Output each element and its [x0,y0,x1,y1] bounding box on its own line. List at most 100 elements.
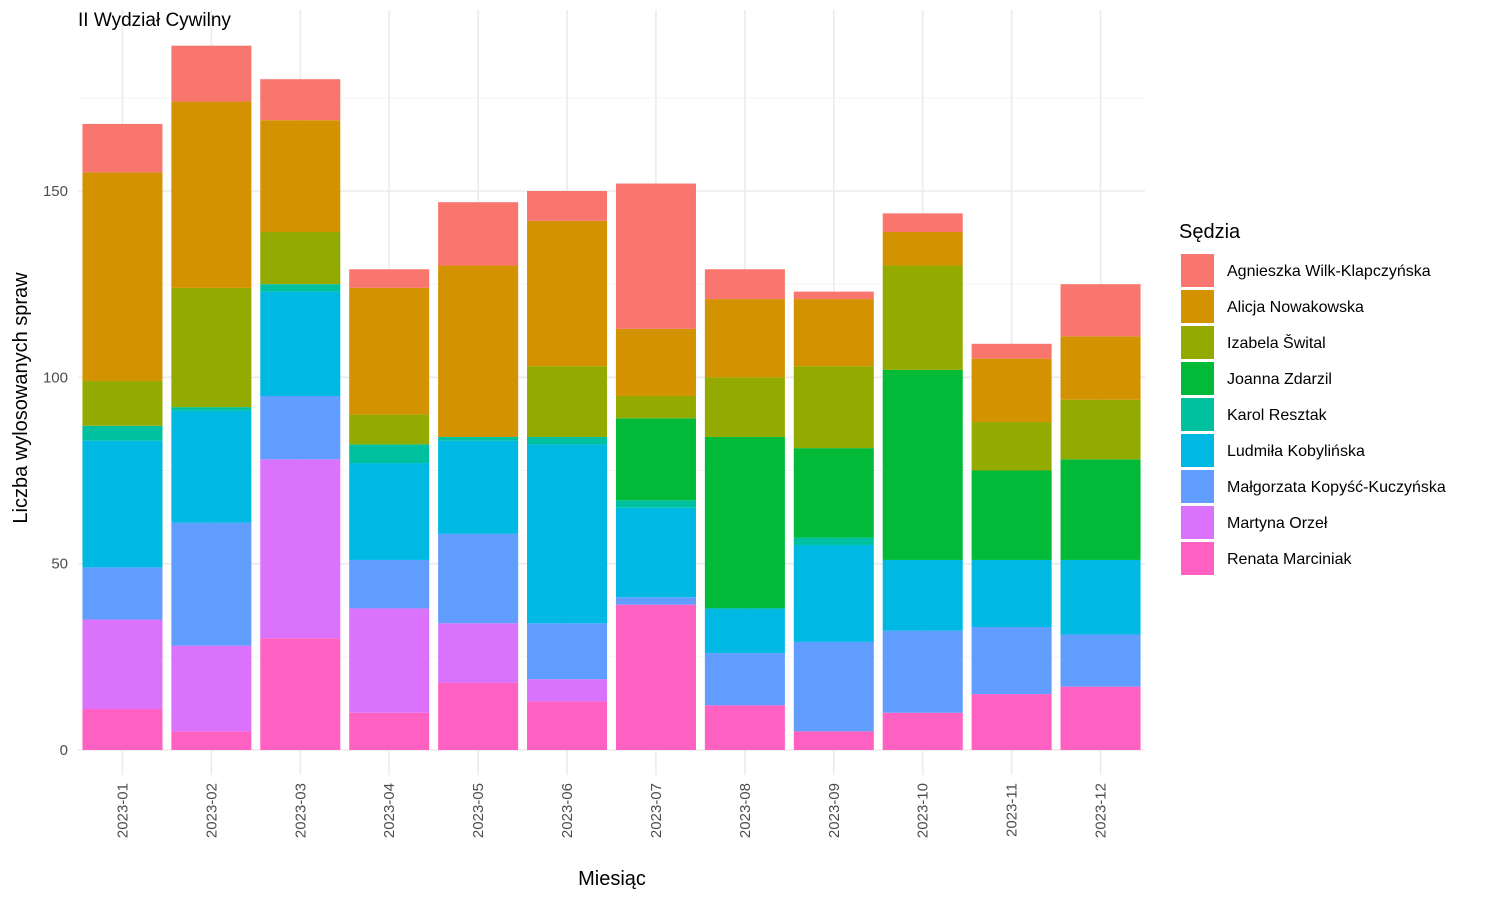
bar-segment [882,712,963,750]
bar-segment [793,291,874,300]
bar-segment [438,533,519,624]
bar-segment [260,638,341,750]
bar-segment [260,459,341,639]
bar-segment [82,567,163,620]
bar-segment [615,597,696,605]
bar-segment [793,299,874,367]
bar-segment [793,537,874,546]
bar-segment [260,79,341,121]
bar-segment [704,269,785,300]
bar-segment [1060,336,1141,400]
chart-title: II Wydział Cywilny [78,10,231,31]
legend-label: Agnieszka Wilk-Klapczyńska [1227,263,1431,280]
legend: Sędzia Agnieszka Wilk-Klapczyńska Alicja … [1179,221,1446,575]
bar-segment [1060,634,1141,687]
bar-segment [82,381,163,426]
x-axis-title: Miesiąc [578,868,646,890]
bar-segment [527,191,608,221]
bar-segment [704,705,785,750]
bar-segment [615,604,696,750]
bar-segment [349,269,430,288]
y-tick-label: 0 [60,742,68,759]
bar-segment [704,299,785,378]
legend-label: Renata Marciniak [1227,551,1353,568]
bar-segment [1060,284,1141,337]
legend-label: Karol Resztak [1227,407,1328,424]
bar-segment [971,343,1052,359]
x-tick-label: 2023-07 [648,783,665,838]
x-tick-label: 2023-04 [381,783,398,838]
bar-segment [971,358,1052,423]
x-tick-label: 2023-02 [203,783,220,838]
bar-segment [527,220,608,367]
bar-segment [1060,399,1141,460]
x-tick-label: 2023-01 [114,783,131,838]
x-tick-label: 2023-10 [915,783,932,838]
bar-segment [349,287,430,415]
bar-segment [438,265,519,437]
bar-segment [171,101,252,288]
bar-segment [527,679,608,702]
bar-segment [527,366,608,437]
bar-segment [438,440,519,534]
bar-segment [527,444,608,624]
bar-segment [171,410,252,523]
bar-segment [438,623,519,683]
bar-segment [615,418,696,501]
bar-segment [1060,559,1141,635]
bar-segment [171,522,252,646]
bar-segment [882,265,963,370]
legend-key [1181,254,1214,287]
bar-segment [438,436,519,441]
legend-key [1181,398,1214,431]
bar-segment [882,213,963,232]
x-tick-label: 2023-05 [470,783,487,838]
bar-segment [615,183,696,329]
legend-key [1181,506,1214,539]
bar-segment [882,630,963,713]
y-axis-ticks: 0 50 100 150 [43,183,68,759]
bar-segment [971,422,1052,471]
bar-segment [171,45,252,102]
bar-segment [793,641,874,732]
bar-segment [704,377,785,437]
bar-segment [793,545,874,642]
bar-segment [171,645,252,732]
bar-segment [615,395,696,419]
bar-segment [882,369,963,560]
bar-segment [971,694,1052,750]
bar-segment [615,328,696,396]
legend-label: Izabela Šwital [1227,333,1326,352]
bar-segment [971,470,1052,560]
legend-key [1181,326,1214,359]
legend-label: Martyna Orzeł [1227,515,1328,532]
bar-segment [349,414,430,445]
x-tick-label: 2023-03 [292,783,309,838]
bar-segment [349,559,430,609]
bar-segment [438,682,519,750]
legend-label: Małgorzata Kopyść-Kuczyńska [1227,479,1446,496]
bar-segment [171,407,252,411]
bar-segment [82,619,163,710]
legend-label: Joanna Zdarzil [1227,371,1332,388]
bar-segment [82,172,163,382]
bars [82,45,1141,750]
bar-segment [882,559,963,631]
bar-segment [260,284,341,292]
bar-segment [260,395,341,460]
x-tick-label: 2023-09 [826,783,843,838]
legend-label: Alicja Nowakowska [1227,299,1364,316]
bar-segment [82,425,163,441]
bar-segment [82,440,163,568]
legend-title: Sędzia [1179,221,1241,243]
bar-segment [971,559,1052,628]
y-tick-label: 50 [51,556,68,573]
bar-segment [704,436,785,609]
bar-segment [615,500,696,508]
bar-segment [349,608,430,713]
legend-key [1181,362,1214,395]
bar-segment [82,709,163,750]
x-tick-label: 2023-08 [737,783,754,838]
bar-segment [1060,686,1141,750]
